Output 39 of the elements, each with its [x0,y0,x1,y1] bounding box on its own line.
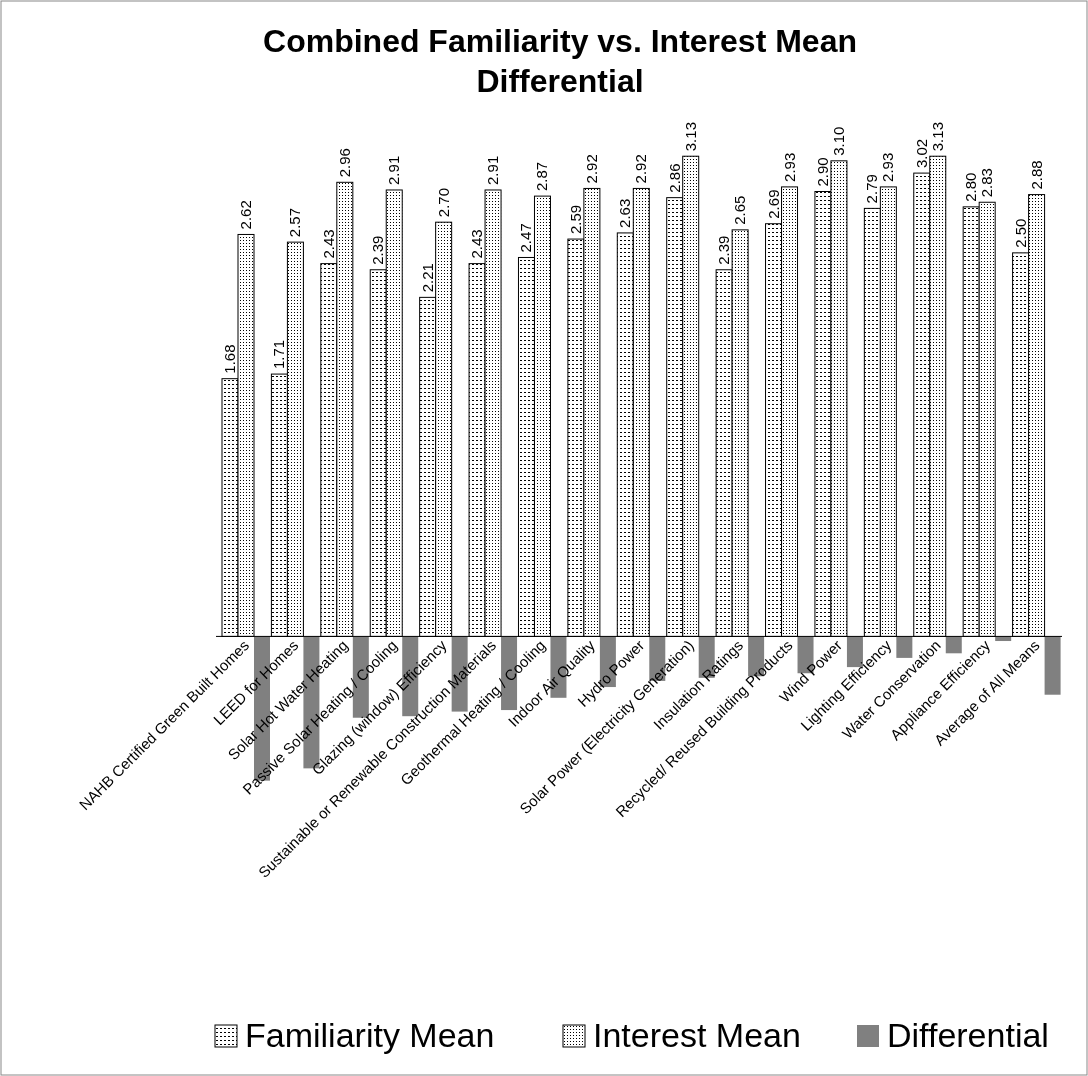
data-label: 2.80 [962,172,980,202]
data-label: 2.62 [237,200,254,230]
data-label: 2.88 [1027,160,1045,190]
data-label: 2.86 [665,163,683,193]
data-label: 2.93 [879,152,897,182]
legend-label: Familiarity Mean [245,1016,495,1054]
data-label: 3.02 [912,138,930,169]
data-label: 2.87 [533,161,551,192]
data-label: 2.91 [484,155,502,185]
data-label: 2.43 [319,229,337,259]
data-label: 1.71 [270,339,288,370]
data-label: 2.83 [978,168,996,198]
legend-label: Interest Mean [593,1016,801,1054]
data-label: 2.65 [731,195,749,225]
data-label: 2.90 [813,157,831,187]
data-label: 2.92 [632,154,650,184]
data-label: 2.59 [566,204,584,235]
data-label: 2.21 [418,263,436,293]
legend-label: Differential [887,1016,1049,1054]
chart-title: Combined Familiarity vs. Interest Mean Differential [263,23,857,99]
data-label: 2.39 [369,235,387,265]
data-label: 2.79 [863,174,881,204]
data-label: 2.63 [616,198,634,228]
data-label: 2.92 [582,154,600,184]
data-label: 3.13 [681,122,699,152]
data-label: 3.13 [928,122,946,152]
data-label: 2.39 [715,235,733,265]
data-label: 2.91 [385,155,403,185]
data-label: 2.57 [286,207,304,238]
data-label: 2.96 [335,148,353,178]
data-label: 1.68 [221,344,238,374]
data-label: 2.93 [780,152,798,182]
data-label: 2.70 [434,187,452,218]
data-label: 2.50 [1011,218,1029,248]
bar [1044,636,1061,695]
data-label: 2.47 [517,223,535,253]
data-label: 2.43 [468,229,486,259]
data-label: 2.69 [764,189,782,219]
data-label: 3.10 [829,126,847,156]
